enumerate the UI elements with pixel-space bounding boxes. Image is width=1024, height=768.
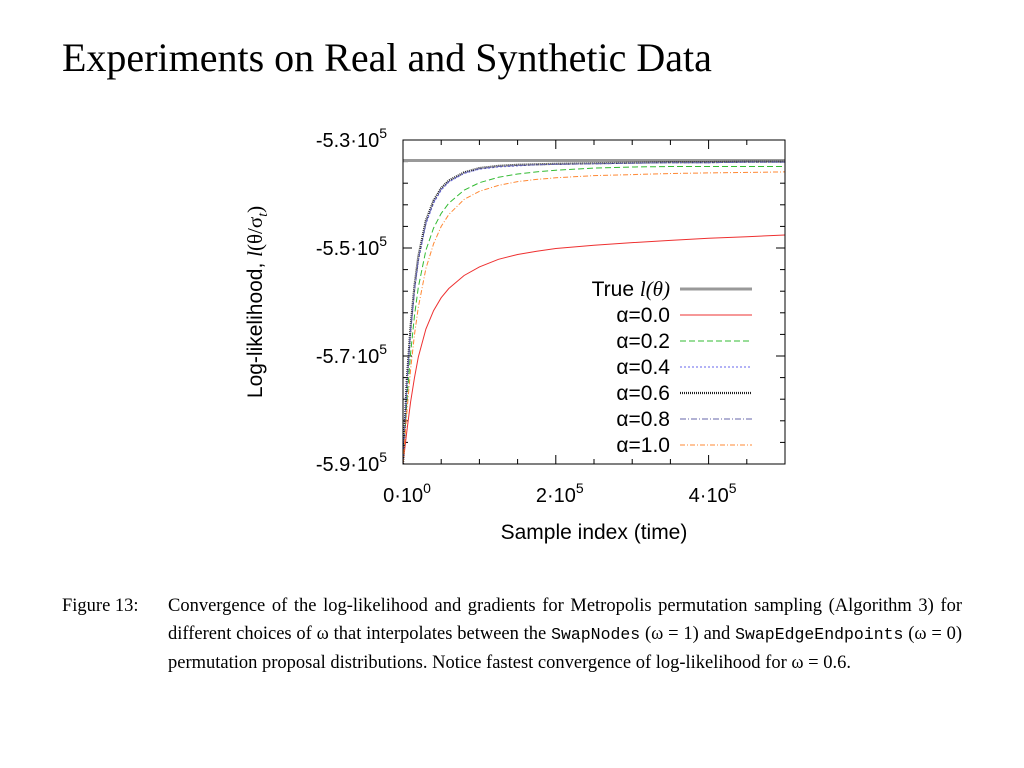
caption-text-3: (ω = 0) permutation proposal distributio… — [168, 624, 962, 673]
caption-code-swapedgeendpoints: SwapEdgeEndpoints — [735, 625, 904, 644]
legend-label-4: α=0.6 — [616, 382, 670, 405]
legend-label-5: α=0.8 — [616, 408, 670, 431]
series-line-6 — [403, 171, 785, 464]
y-tick-label: -5.3·105 — [316, 125, 387, 152]
legend-label-2: α=0.2 — [616, 330, 670, 353]
legend-label-6: α=1.0 — [616, 434, 670, 457]
legend-label-3: α=0.4 — [616, 356, 670, 379]
x-tick-label: 4·105 — [689, 480, 737, 507]
y-tick-label: -5.5·105 — [316, 233, 387, 260]
y-tick-label: -5.7·105 — [316, 341, 387, 368]
x-axis-label: Sample index (time) — [501, 521, 688, 544]
series-line-3 — [403, 161, 785, 464]
y-tick-label: -5.9·105 — [316, 449, 387, 476]
y-axis-label: Log-likelihood, l(θ/σt) — [243, 206, 271, 398]
caption-code-swapnodes: SwapNodes — [551, 625, 641, 644]
chart-legend: True l(θ) α=0.0 α=0.2 α=0.4 α=0.6 α=0.8 α=1.0 — [592, 277, 752, 457]
caption-body: Convergence of the log-likelihood and gr… — [168, 592, 962, 677]
series-line-2 — [403, 166, 785, 464]
plot-frame — [402, 139, 786, 465]
legend-label-0: True l(θ) — [592, 277, 670, 301]
caption-text-2: (ω = 1) and — [640, 624, 736, 644]
caption-label: Figure 13: — [62, 596, 139, 616]
series-line-5 — [403, 161, 785, 464]
slide-title: Experiments on Real and Synthetic Data — [62, 35, 712, 80]
caption-text-1: Convergence of the log-likelihood and gr… — [168, 596, 962, 644]
legend-label-1: α=0.0 — [616, 304, 670, 327]
x-tick-label: 0·100 — [383, 480, 431, 507]
x-tick-label: 2·105 — [536, 480, 584, 507]
convergence-chart: -5.3·105 -5.5·105 -5.7·105 -5.9·105 0·100 2·… — [243, 125, 786, 544]
series-line-1 — [403, 234, 785, 464]
